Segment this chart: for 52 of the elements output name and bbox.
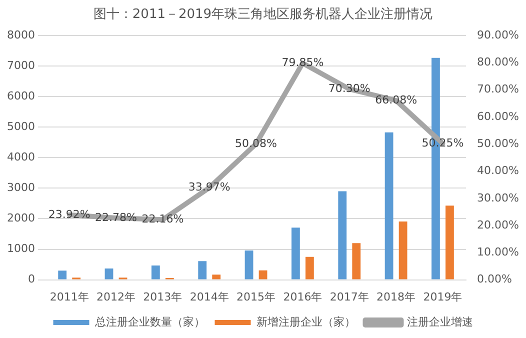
bar (151, 265, 160, 280)
data-label: 23.92% (48, 208, 90, 221)
y-tick-label: 8000 (6, 28, 35, 42)
x-tick-label: 2016年 (283, 290, 322, 304)
y-tick-label: 4000 (6, 150, 35, 164)
data-label: 33.97% (188, 180, 230, 194)
data-label: 70.30% (328, 82, 370, 95)
x-tick-label: 2013年 (143, 290, 182, 304)
legend-label: 注册企业增速 (406, 315, 473, 328)
x-tick-label: 2015年 (236, 290, 276, 304)
data-label: 79.85% (282, 56, 324, 69)
y2-tick-label: 30.00% (477, 191, 520, 204)
x-tick-label: 2019年 (423, 290, 462, 304)
bar (104, 268, 114, 280)
y-tick-label: 2000 (6, 212, 35, 225)
data-label: 66.08% (375, 93, 418, 106)
bar (58, 270, 67, 280)
bar (258, 270, 268, 280)
x-tick-label: 2017年 (330, 290, 369, 304)
x-tick-label: 2011年 (50, 290, 89, 304)
legend-label: 总注册企业数量（家） (94, 315, 205, 328)
y2-tick-label: 60.00% (477, 110, 520, 123)
bar (306, 256, 314, 280)
y2-tick-label: 80.00% (477, 56, 520, 69)
legend-label: 新增注册企业（家） (256, 315, 356, 328)
x-tick-label: 2018年 (376, 290, 416, 304)
y-tick-label: 5000 (6, 120, 35, 134)
y2-tick-label: 90.00% (477, 28, 520, 42)
y2-tick-label: 20.00% (477, 218, 520, 232)
bar (384, 132, 394, 280)
y2-tick-label: 0.00% (477, 272, 512, 286)
bar (244, 250, 254, 280)
data-label: 50.08% (235, 136, 277, 150)
bar (398, 221, 408, 280)
bar (292, 228, 300, 280)
chart-title: 图十：2011－2019年珠三角地区服务机器人企业注册情况 (92, 6, 434, 24)
y2-tick-label: 70.00% (477, 82, 520, 96)
y-tick-label: 3000 (6, 181, 35, 194)
x-tick-label: 2014年 (190, 290, 229, 304)
y2-tick-label: 40.00% (477, 164, 520, 178)
y2-tick-label: 50.00% (477, 136, 520, 150)
y-tick-label: 6000 (6, 90, 35, 103)
x-tick-label: 2012年 (96, 290, 136, 304)
bar (338, 191, 347, 280)
bar (212, 274, 221, 280)
y-tick-label: 7000 (6, 58, 35, 72)
bar (198, 261, 207, 280)
y-tick-label: 1000 (6, 242, 35, 256)
bar (446, 206, 454, 280)
y2-tick-label: 10.00% (477, 246, 520, 259)
y-tick-label: 0 (28, 272, 35, 286)
bar (352, 243, 361, 280)
